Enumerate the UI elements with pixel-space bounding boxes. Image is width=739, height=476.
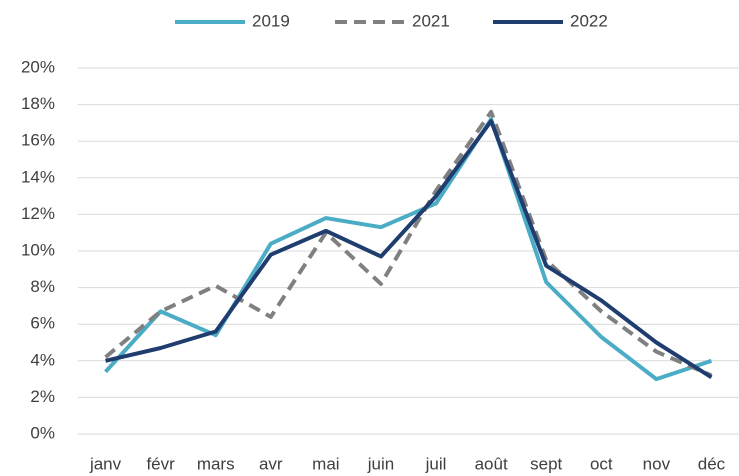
x-tick-label: mars <box>197 454 235 473</box>
series-line <box>104 109 713 378</box>
series-line <box>105 119 713 379</box>
legend-label: 2019 <box>252 11 290 30</box>
x-tick-label: mai <box>312 454 339 473</box>
y-tick-label: 20% <box>21 57 55 76</box>
y-tick-label: 16% <box>21 131 55 150</box>
y-tick-label: 12% <box>21 204 55 223</box>
legend-label: 2021 <box>412 11 450 30</box>
series-line <box>104 117 713 382</box>
x-tick-label: nov <box>643 454 671 473</box>
y-tick-label: 10% <box>21 240 55 259</box>
x-tick-label: févr <box>146 454 175 473</box>
y-tick-label: 18% <box>21 94 55 113</box>
y-tick-label: 2% <box>30 387 55 406</box>
x-tick-label: août <box>475 454 508 473</box>
x-tick-label: juil <box>425 454 447 473</box>
x-tick-label: janv <box>89 454 122 473</box>
x-tick-label: déc <box>698 454 726 473</box>
y-tick-label: 0% <box>30 423 55 442</box>
y-tick-label: 6% <box>30 314 55 333</box>
y-tick-label: 4% <box>30 350 55 369</box>
x-tick-label: oct <box>590 454 613 473</box>
x-tick-label: avr <box>259 454 283 473</box>
x-tick-label: juin <box>367 454 394 473</box>
x-tick-label: sept <box>530 454 562 473</box>
y-tick-label: 8% <box>30 277 55 296</box>
y-tick-label: 14% <box>21 167 55 186</box>
legend-label: 2022 <box>570 11 608 30</box>
